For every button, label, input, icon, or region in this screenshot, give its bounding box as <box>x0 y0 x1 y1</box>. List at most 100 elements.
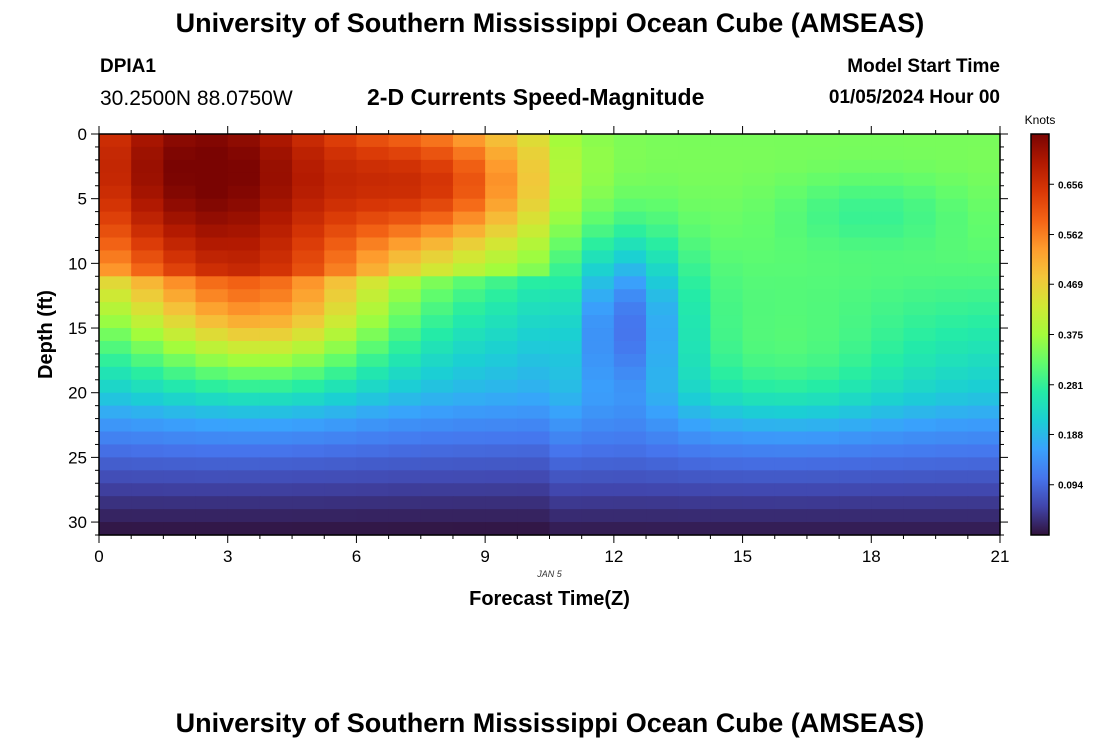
heatmap-cell <box>388 237 422 252</box>
heatmap-cell <box>646 211 679 226</box>
heatmap-cell <box>871 315 905 329</box>
heatmap-cell <box>292 496 325 510</box>
heatmap-cell <box>742 405 776 420</box>
heatmap-cell <box>774 509 808 523</box>
heatmap-cell <box>292 172 325 187</box>
heatmap-cell <box>388 224 422 239</box>
heatmap-cell <box>678 483 711 497</box>
heatmap-cell <box>227 340 261 355</box>
heatmap-cell <box>871 146 905 161</box>
heatmap-cell <box>742 340 776 355</box>
heatmap-cell <box>388 146 422 161</box>
heatmap-cell <box>806 250 840 264</box>
heatmap-cell <box>613 496 647 510</box>
heatmap-cell <box>485 366 518 381</box>
heatmap-cell <box>967 211 1001 226</box>
heatmap-cell <box>871 198 905 213</box>
heatmap-cell <box>131 224 164 239</box>
heatmap-cell <box>388 431 422 446</box>
heatmap-cell <box>742 470 776 484</box>
heatmap-cell <box>517 211 551 226</box>
heatmap-cell <box>710 418 744 433</box>
heatmap-cell <box>774 522 808 536</box>
heatmap-cell <box>485 379 518 394</box>
heatmap-cell <box>99 263 132 277</box>
heatmap-cell <box>581 340 615 355</box>
heatmap-cell <box>774 172 808 187</box>
heatmap-cell <box>195 470 229 484</box>
heatmap-cell <box>935 263 969 277</box>
heatmap-cell <box>163 392 197 407</box>
heatmap-cell <box>903 250 937 264</box>
heatmap-cell <box>646 470 679 484</box>
heatmap-cell <box>259 418 293 433</box>
heatmap-cell <box>388 366 422 381</box>
heatmap-cell <box>903 224 937 239</box>
heatmap-cell <box>678 405 711 420</box>
heatmap-cell <box>452 379 486 394</box>
heatmap-cell <box>227 457 261 471</box>
heatmap-cell <box>935 237 969 252</box>
heatmap-cell <box>935 470 969 484</box>
heatmap-cell <box>742 392 776 407</box>
colorbar-tick-label: 0.094 <box>1058 481 1083 492</box>
heatmap-cell <box>388 302 422 316</box>
heatmap-cell <box>871 483 905 497</box>
heatmap-cell <box>163 470 197 484</box>
page-title: University of Southern Mississippi Ocean… <box>175 8 925 38</box>
heatmap-cell <box>806 470 840 484</box>
heatmap-cell <box>678 224 711 239</box>
heatmap-cell <box>549 483 583 497</box>
heatmap-cell <box>452 237 486 252</box>
heatmap-cell <box>646 522 679 536</box>
heatmap-cell <box>324 315 358 329</box>
heatmap-cell <box>967 185 1001 200</box>
heatmap-cell <box>292 185 325 200</box>
heatmap-cell <box>646 224 679 239</box>
heatmap-cell <box>646 302 679 316</box>
heatmap-cell <box>485 405 518 420</box>
heatmap-cell <box>163 289 197 303</box>
heatmap-cell <box>131 263 164 277</box>
heatmap-cell <box>292 237 325 252</box>
heatmap-cell <box>131 353 164 368</box>
heatmap-cell <box>131 379 164 394</box>
heatmap-cell <box>420 457 454 471</box>
heatmap-cell <box>99 392 132 407</box>
heatmap-cell <box>806 198 840 213</box>
heatmap-cell <box>806 302 840 316</box>
heatmap-cell <box>646 328 679 342</box>
heatmap-cell <box>967 224 1001 239</box>
heatmap-cell <box>581 444 615 458</box>
heatmap-cell <box>903 198 937 213</box>
heatmap-cell <box>871 328 905 342</box>
heatmap-cell <box>742 198 776 213</box>
heatmap-cell <box>581 172 615 187</box>
heatmap-cell <box>324 146 358 161</box>
heatmap-cell <box>903 289 937 303</box>
heatmap-cell <box>871 263 905 277</box>
heatmap-cell <box>678 328 711 342</box>
heatmap-cell <box>452 211 486 226</box>
heatmap-cell <box>517 353 551 368</box>
heatmap-cell <box>967 276 1001 290</box>
heatmap-cell <box>613 211 647 226</box>
colorbar-tick-label: 0.188 <box>1058 430 1083 441</box>
heatmap-cell <box>163 405 197 420</box>
heatmap-cell <box>613 431 647 446</box>
heatmap-cell <box>356 276 390 290</box>
heatmap-cell <box>678 457 711 471</box>
heatmap-cell <box>131 444 164 458</box>
heatmap-cell <box>163 418 197 433</box>
heatmap-cell <box>678 315 711 329</box>
heatmap-cell <box>227 198 261 213</box>
heatmap-cell <box>195 353 229 368</box>
heatmap-cell <box>935 496 969 510</box>
heatmap-cell <box>227 418 261 433</box>
heatmap-cell <box>581 366 615 381</box>
heatmap-cell <box>549 366 583 381</box>
heatmap-cell <box>517 172 551 187</box>
heatmap-cell <box>967 134 1001 148</box>
heatmap-cell <box>227 185 261 200</box>
heatmap-cell <box>131 496 164 510</box>
